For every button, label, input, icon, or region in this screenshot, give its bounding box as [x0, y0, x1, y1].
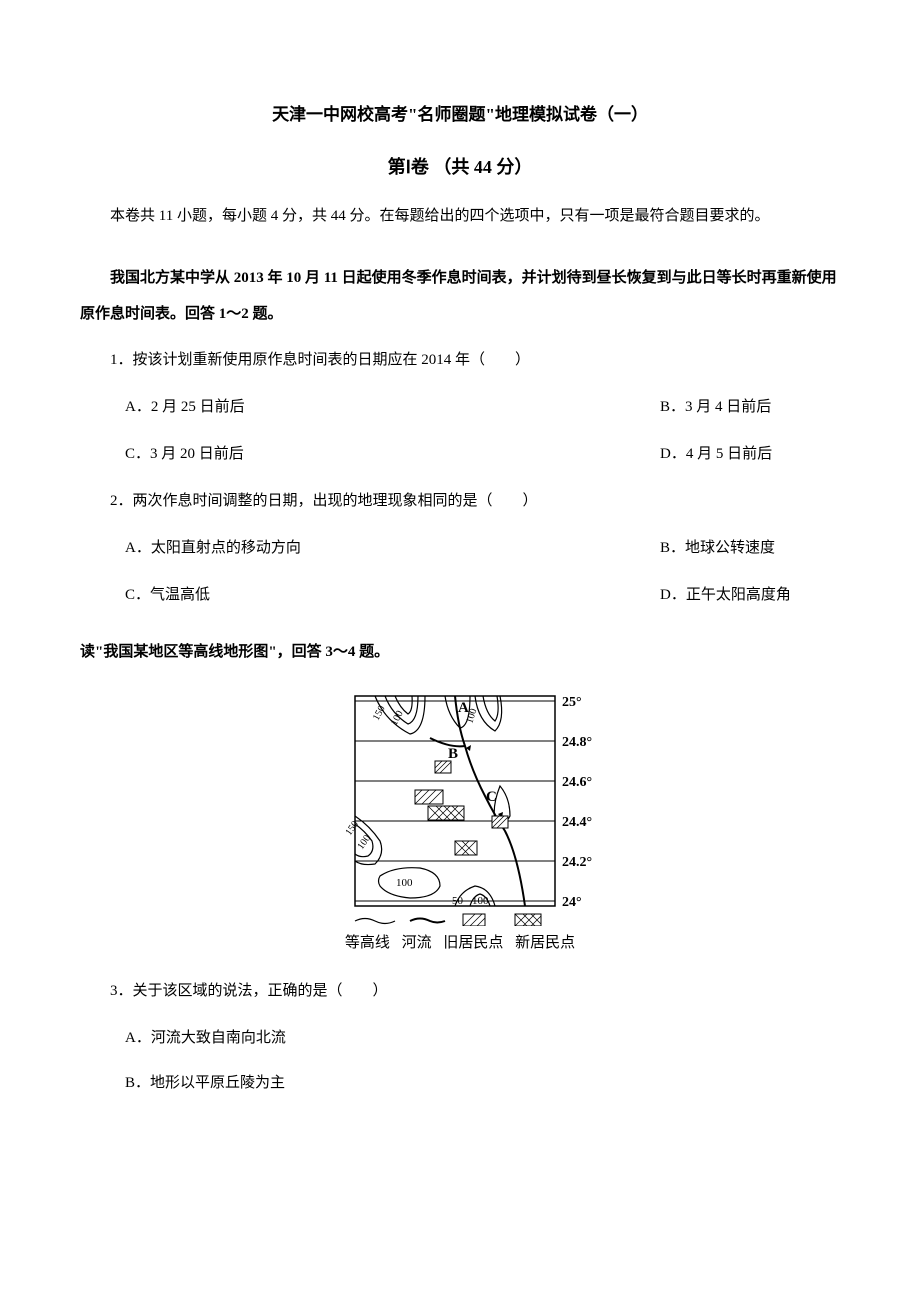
lat-246: 24.6°: [562, 775, 592, 790]
old-settlement-right: [492, 816, 508, 828]
q2-options-cd: C．气温高低 D．正午太阳高度角: [80, 582, 840, 609]
q1-option-c: C．3 月 20 日前后: [125, 441, 660, 468]
map-legend: 等高线 河流 旧居民点 新居民点: [300, 930, 620, 957]
lat-244: 24.4°: [562, 815, 592, 830]
q2-option-c: C．气温高低: [125, 582, 660, 609]
label-b: B: [448, 746, 458, 762]
legend-contour: 等高线: [345, 930, 390, 957]
lat-242: 24.2°: [562, 855, 592, 870]
new-settlement-1: [428, 806, 464, 820]
question-1: 1．按该计划重新使用原作息时间表的日期应在 2014 年（ ）: [80, 347, 840, 374]
q1-option-a: A．2 月 25 日前后: [125, 394, 660, 421]
q3-option-a: A．河流大致自南向北流: [125, 1025, 840, 1052]
lat-24: 24°: [562, 895, 582, 910]
question-2: 2．两次作息时间调整的日期，出现的地理现象相同的是（ ）: [80, 488, 840, 515]
contour-100-br: 100: [472, 895, 489, 907]
legend-old: 旧居民点: [443, 930, 503, 957]
exam-title: 天津一中网校高考"名师圈题"地理模拟试卷（一）: [80, 100, 840, 131]
lat-25: 25°: [562, 695, 582, 710]
context-q1-2: 我国北方某中学从 2013 年 10 月 11 日起使用冬季作息时间表，并计划待…: [80, 260, 840, 332]
q2-option-b: B．地球公转速度: [660, 535, 840, 562]
q1-option-d: D．4 月 5 日前后: [660, 441, 840, 468]
contour-map-figure: 25° 24.8° 24.6° 24.4° 24.2° 24°: [300, 686, 620, 957]
old-settlement-b: [435, 761, 451, 773]
contour-50-br: 50: [452, 895, 464, 907]
label-c: C: [486, 789, 497, 805]
contour-map-svg: 25° 24.8° 24.6° 24.4° 24.2° 24°: [300, 686, 620, 926]
q2-options-ab: A．太阳直射点的移动方向 B．地球公转速度: [80, 535, 840, 562]
q1-options-ab: A．2 月 25 日前后 B．3 月 4 日前后: [80, 394, 840, 421]
legend-new: 新居民点: [515, 930, 575, 957]
figure-container: 25° 24.8° 24.6° 24.4° 24.2° 24°: [80, 686, 840, 958]
intro-text: 本卷共 11 小题，每小题 4 分，共 44 分。在每题给出的四个选项中，只有一…: [80, 203, 840, 230]
legend-river: 河流: [402, 930, 432, 957]
context-q3-4: 读"我国某地区等高线地形图"，回答 3～4 题。: [80, 639, 840, 666]
section-title: 第Ⅰ卷 （共 44 分）: [80, 151, 840, 183]
question-3: 3．关于该区域的说法，正确的是（ ）: [80, 978, 840, 1005]
q2-option-d: D．正午太阳高度角: [660, 582, 840, 609]
q3-option-b: B．地形以平原丘陵为主: [125, 1070, 840, 1097]
new-settlement-2: [455, 841, 477, 855]
q1-options-cd: C．3 月 20 日前后 D．4 月 5 日前后: [80, 441, 840, 468]
q3-options: A．河流大致自南向北流 B．地形以平原丘陵为主: [80, 1025, 840, 1097]
old-settlement-mid: [415, 790, 443, 804]
q1-option-b: B．3 月 4 日前后: [660, 394, 840, 421]
q2-option-a: A．太阳直射点的移动方向: [125, 535, 660, 562]
contour-100-bot: 100: [396, 877, 413, 889]
lat-248: 24.8°: [562, 735, 592, 750]
